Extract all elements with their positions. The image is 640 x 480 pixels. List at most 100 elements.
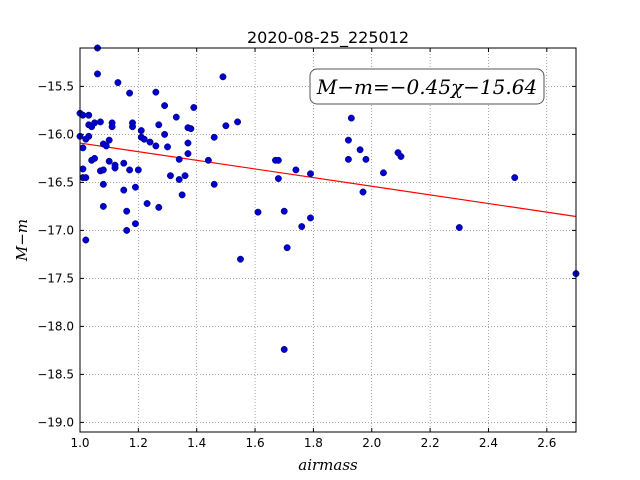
x-axis-label: airmass [298,456,358,474]
data-point [91,119,99,127]
data-point [307,170,314,178]
data-point [190,104,198,111]
data-point [362,155,370,163]
data-point [126,89,134,97]
x-tick-label: 2.0 [362,436,381,450]
data-point [344,136,352,144]
data-point [511,174,519,182]
data-point [123,207,131,215]
data-point [274,175,282,183]
data-point [347,114,355,122]
data-point [283,244,291,252]
data-point [237,255,244,263]
data-point [164,143,171,151]
data-point [175,176,183,183]
data-point [99,166,107,174]
data-point [292,166,300,174]
data-point [123,226,131,234]
data-point [210,133,218,141]
data-point [166,172,174,180]
data-point [131,183,139,191]
data-point [344,155,352,163]
data-point [79,111,87,119]
data-point [120,186,128,194]
data-point [210,180,218,188]
data-point [184,150,192,158]
data-point [155,121,163,129]
y-tick-label: −19.0 [37,415,74,429]
data-point [82,174,90,182]
data-point [184,139,192,147]
plot-frame [79,47,577,433]
data-point [204,156,212,164]
data-point [356,146,364,154]
y-tick-label: −16.5 [37,175,74,189]
data-point [134,166,142,174]
data-point [175,155,183,163]
fit-equation-box: M−m=−0.45χ−15.64 [309,68,545,105]
annotation-box [309,68,545,105]
y-tick-label: −15.5 [37,79,74,93]
data-point [137,127,145,135]
x-tick-label: 2.2 [421,436,440,450]
data-point [85,132,93,140]
data-point [181,172,189,180]
fit-line-group [79,142,577,218]
data-point [178,191,186,199]
x-tick-label: 1.2 [129,436,148,450]
y-tick-label: −18.0 [37,319,74,333]
data-point [91,154,99,162]
data-point [455,224,463,231]
x-tick-label: 2.4 [479,436,498,450]
data-point [99,202,107,210]
chart-title: 2020-08-25_225012 [247,28,409,48]
data-point [140,135,148,143]
y-tick-label: −17.5 [37,271,74,285]
y-axis-label: M−m [13,219,31,262]
data-point [114,79,122,87]
data-point [143,200,151,207]
data-point [274,156,282,164]
y-tick-label: −16.0 [37,127,74,141]
x-tick-label: 1.8 [304,436,323,450]
data-point [111,161,119,169]
data-point [234,118,242,126]
data-point [129,123,136,131]
data-point [105,157,113,165]
data-point [152,142,160,150]
x-tick-label: 1.6 [246,436,265,450]
data-point [298,223,306,231]
data-point [397,153,405,160]
data-point [379,169,387,177]
fit-line [79,142,577,218]
data-point [94,70,101,78]
data-point [187,125,195,133]
x-tick-label: 1.4 [187,436,206,450]
data-point [79,165,87,173]
data-point [126,166,134,174]
data-point [102,142,110,150]
data-point [108,123,116,131]
data-point [120,159,128,167]
axis-ticks: 1.0 1.2 1.4 1.6 1.8 2.0 2.2 2.4 2.6 −15.5 −16.0 −16… [37,48,576,450]
data-point [146,138,154,146]
data-point [280,207,288,215]
y-tick-label: −17.0 [37,223,74,237]
fit-equation: M−m=−0.45χ−15.64 [316,75,537,99]
data-point [131,220,139,228]
data-point [161,130,169,138]
data-point [82,236,90,244]
data-point [155,203,163,211]
data-point [307,214,314,222]
data-point [161,102,169,110]
data-point [359,188,367,196]
x-tick-label: 2.6 [537,436,556,450]
data-point [85,111,93,119]
data-point [79,144,87,152]
data-point [105,136,113,144]
x-tick-label: 1.0 [70,436,89,450]
data-points [76,44,580,353]
data-point [99,180,107,188]
data-point [96,118,104,126]
